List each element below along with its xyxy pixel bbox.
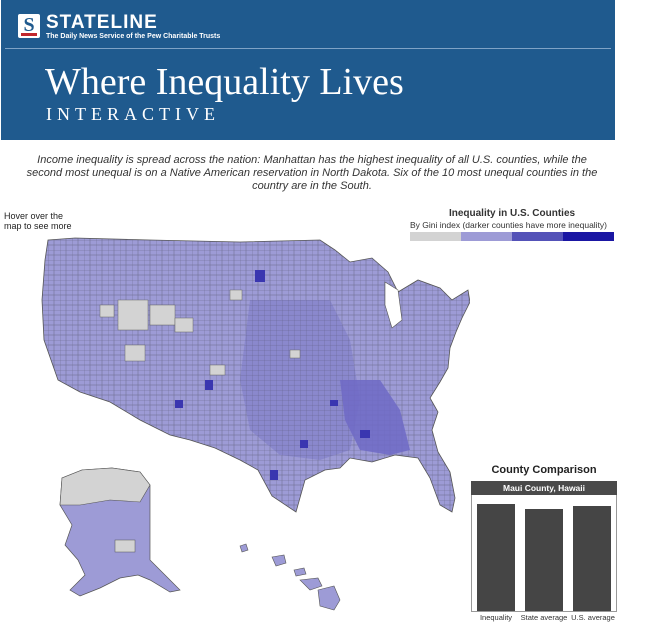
hover-instructions: Hover over the map to see more informati… xyxy=(4,211,72,231)
brand-name: STATELINE xyxy=(46,12,158,33)
stateline-header: S STATELINE The Daily News Service of th… xyxy=(1,0,615,140)
bar-inequality xyxy=(477,504,515,611)
legend-swatch-medium-high xyxy=(512,232,563,241)
brand-tagline: The Daily News Service of the Pew Charit… xyxy=(46,33,221,40)
comparison-chart-frame xyxy=(471,495,617,612)
page-subtitle: INTERACTIVE xyxy=(46,104,220,124)
bar-state-average xyxy=(525,509,563,611)
label-inequality: Inequality xyxy=(479,613,513,622)
comparison-title: County Comparison xyxy=(491,464,597,476)
legend-swatch-high xyxy=(563,232,614,241)
low-inequality-counties[interactable] xyxy=(99,289,301,376)
page-title: Where Inequality Lives xyxy=(45,61,404,103)
bar-us-average xyxy=(573,506,611,611)
high-inequality-counties[interactable] xyxy=(175,270,470,480)
stateline-s-icon: S xyxy=(18,14,40,38)
comparison-county-name: Maui County, Hawaii xyxy=(471,481,617,495)
label-state-average: State average xyxy=(520,613,568,622)
great-lakes xyxy=(384,281,403,329)
header-divider xyxy=(5,48,611,49)
southeast-counties[interactable] xyxy=(340,380,410,455)
label-us-average: U.S. average xyxy=(571,613,615,622)
legend-swatch-low xyxy=(410,232,461,241)
legend-title: Inequality in U.S. Counties xyxy=(448,208,576,219)
county-comparison-panel: County Comparison Maui County, Hawaii In… xyxy=(470,464,618,622)
map-legend: Inequality in U.S. Counties By Gini inde… xyxy=(410,208,614,241)
intro-text: Income inequality is spread across the n… xyxy=(26,154,598,192)
legend-swatches xyxy=(410,232,614,241)
legend-swatch-medium-low xyxy=(461,232,512,241)
central-counties[interactable] xyxy=(240,300,360,460)
us-county-map[interactable] xyxy=(0,232,470,621)
legend-subtitle: By Gini index (darker counties have more… xyxy=(410,220,608,230)
hawaii[interactable] xyxy=(239,543,341,611)
